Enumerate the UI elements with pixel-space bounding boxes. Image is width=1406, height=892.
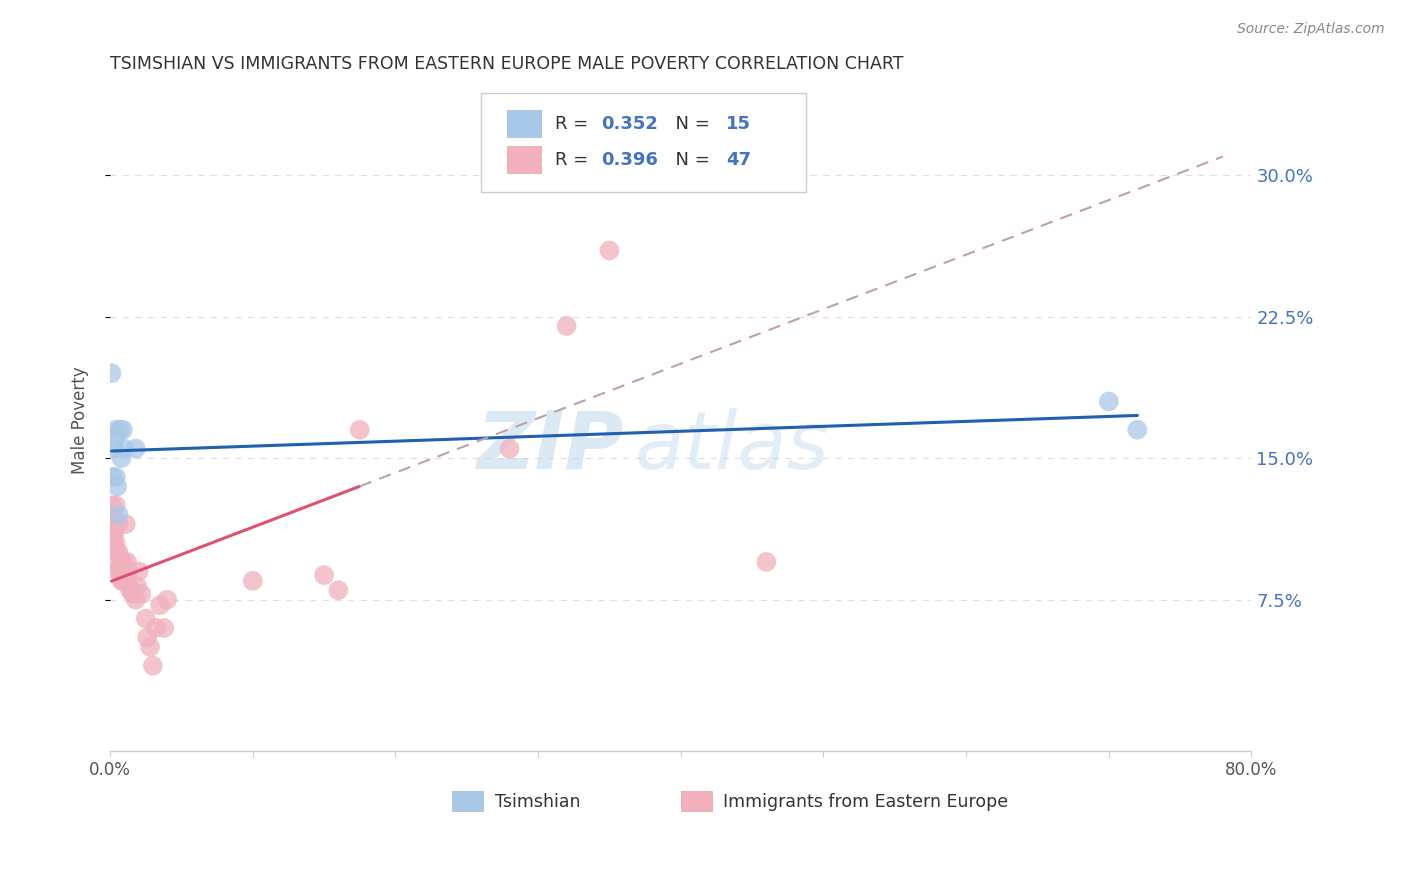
Text: R =: R = <box>555 115 595 133</box>
Point <box>312 568 335 582</box>
Point <box>149 599 172 613</box>
Point <box>111 423 134 437</box>
Point <box>100 366 122 380</box>
Point <box>101 536 124 550</box>
Point <box>104 470 127 484</box>
Point <box>107 517 129 532</box>
Point <box>117 565 139 579</box>
Point <box>110 574 132 588</box>
Point <box>104 498 127 512</box>
Point <box>105 479 128 493</box>
Point <box>104 423 127 437</box>
Point <box>139 640 162 654</box>
Text: N =: N = <box>664 115 716 133</box>
Y-axis label: Male Poverty: Male Poverty <box>72 367 89 475</box>
Point <box>105 565 128 579</box>
Text: atlas: atlas <box>636 408 830 486</box>
Point <box>103 442 125 456</box>
Point <box>136 631 159 645</box>
Point <box>107 545 129 559</box>
Point <box>121 583 143 598</box>
Point <box>1126 423 1149 437</box>
Point <box>108 565 131 579</box>
Text: 0.352: 0.352 <box>600 115 658 133</box>
Point <box>101 526 124 541</box>
Text: N =: N = <box>664 151 716 169</box>
Point <box>153 621 176 635</box>
Point <box>115 574 138 588</box>
Text: TSIMSHIAN VS IMMIGRANTS FROM EASTERN EUROPE MALE POVERTY CORRELATION CHART: TSIMSHIAN VS IMMIGRANTS FROM EASTERN EUR… <box>110 55 904 73</box>
Point <box>131 587 153 601</box>
Point <box>100 498 122 512</box>
Point <box>1098 394 1121 409</box>
Point <box>156 592 179 607</box>
Point <box>135 611 157 625</box>
Point <box>105 545 128 559</box>
Text: 15: 15 <box>727 115 751 133</box>
Point <box>125 592 148 607</box>
Point <box>100 517 122 532</box>
Point <box>125 442 148 456</box>
Point <box>122 587 145 601</box>
FancyBboxPatch shape <box>481 94 806 193</box>
Point <box>498 442 520 456</box>
Text: Immigrants from Eastern Europe: Immigrants from Eastern Europe <box>723 793 1008 811</box>
Point <box>103 526 125 541</box>
Point <box>114 517 136 532</box>
Point <box>101 508 124 522</box>
Point <box>713 168 735 182</box>
Point <box>242 574 264 588</box>
Point <box>145 621 167 635</box>
Point <box>103 555 125 569</box>
Point <box>110 451 132 466</box>
Point <box>108 423 131 437</box>
Text: Source: ZipAtlas.com: Source: ZipAtlas.com <box>1237 22 1385 37</box>
Point <box>112 574 135 588</box>
Point <box>110 555 132 569</box>
FancyBboxPatch shape <box>508 111 541 138</box>
FancyBboxPatch shape <box>681 791 713 812</box>
Point <box>112 442 135 456</box>
FancyBboxPatch shape <box>508 146 541 174</box>
Point <box>111 574 134 588</box>
Point <box>103 432 125 446</box>
Point <box>128 565 150 579</box>
Point <box>755 555 778 569</box>
Point <box>107 508 129 522</box>
Point <box>349 423 371 437</box>
Point <box>115 555 138 569</box>
Point <box>118 583 141 598</box>
Text: R =: R = <box>555 151 595 169</box>
Point <box>142 658 165 673</box>
Text: 0.396: 0.396 <box>600 151 658 169</box>
Text: ZIP: ZIP <box>477 408 624 486</box>
FancyBboxPatch shape <box>453 791 485 812</box>
Point <box>328 583 350 598</box>
Point <box>101 470 124 484</box>
Text: 47: 47 <box>727 151 751 169</box>
Point <box>127 579 149 593</box>
Point <box>598 244 620 258</box>
Point <box>111 555 134 569</box>
Point <box>555 318 578 333</box>
Text: Tsimshian: Tsimshian <box>495 793 581 811</box>
Point <box>104 536 127 550</box>
